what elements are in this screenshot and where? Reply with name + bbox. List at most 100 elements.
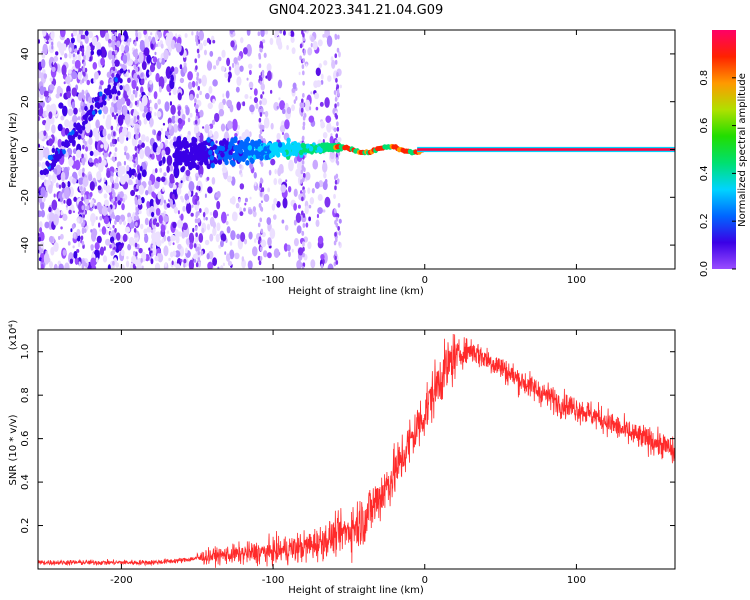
spectrogram-cell: [112, 157, 116, 163]
spectrogram-cell: [40, 263, 44, 269]
spectrogram-cell: [110, 125, 114, 131]
spectrogram-cell: [139, 97, 142, 102]
spectrogram-cell: [114, 31, 118, 37]
carrier-line: [417, 148, 675, 151]
spectrogram-cell: [324, 178, 328, 184]
spectrogram-cell: [113, 131, 116, 137]
spectrogram-cell: [60, 115, 65, 121]
spectrogram-cell: [58, 263, 64, 269]
spectrogram-cell: [51, 124, 56, 134]
spectrogram-cell: [97, 185, 102, 191]
spectrogram-cell: [96, 41, 102, 52]
spectrogram-cell: [215, 140, 218, 144]
spectrogram-cell: [334, 33, 338, 39]
spectrogram-cell: [41, 196, 45, 203]
spectrogram-cell: [238, 136, 242, 141]
spectrogram-cell: [197, 210, 200, 216]
spectrogram-cell: [111, 54, 115, 60]
spectrogram-cell: [284, 119, 290, 130]
spectrogram-cell: [148, 87, 151, 92]
spectrogram-cell: [80, 101, 84, 107]
spectrogram-cell: [89, 191, 93, 198]
spectrogram-cell: [123, 160, 126, 166]
spectrogram-cell: [114, 242, 121, 253]
spectrogram-cell: [222, 262, 226, 267]
spectrogram-cell: [208, 39, 212, 45]
spectrogram-cell: [135, 52, 139, 57]
spectrogram-cell: [279, 30, 283, 34]
spectrogram-cell: [165, 34, 172, 47]
spectrogram-cell: [204, 239, 210, 246]
spectrogram-cell: [80, 41, 83, 47]
spectrogram-cell: [195, 262, 199, 268]
spectrogram-cell: [137, 145, 140, 149]
spectrogram-cell: [48, 111, 53, 119]
spectrogram-cell: [130, 189, 136, 197]
spectrogram-cell: [326, 35, 333, 47]
spectrogram-cell: [159, 167, 163, 173]
spectrogram-cell: [207, 102, 213, 110]
spectrogram-cell: [338, 218, 342, 224]
spectrogram-cell: [161, 57, 166, 65]
spectrogram-cell: [300, 107, 304, 113]
spectrogram-cell: [42, 69, 46, 74]
spectrogram-cell: [95, 216, 98, 221]
spectrogram-cell: [146, 201, 150, 209]
spectrogram-cell: [150, 258, 154, 265]
spectrogram-cell: [141, 265, 144, 269]
spectrogram-cell: [44, 121, 50, 132]
spectrogram-cell: [136, 128, 140, 134]
spectrogram-cell: [48, 138, 54, 147]
spectrogram-cell: [111, 183, 115, 189]
spectrogram-cell: [308, 145, 314, 152]
spectrogram-cell: [176, 135, 182, 142]
spectrogram-cell: [51, 199, 58, 211]
spectrogram-cell: [320, 120, 325, 129]
spectrogram-cell: [217, 266, 220, 269]
spectrogram-cell: [260, 94, 263, 99]
spectrogram-cell: [172, 221, 177, 229]
spectrogram-cell: [263, 250, 268, 258]
spectrogram-cell: [286, 45, 289, 50]
spectrogram-cell: [68, 41, 75, 55]
spectrogram-cell: [87, 144, 93, 152]
spectrogram-cell: [166, 230, 170, 234]
spectrogram-cell: [86, 79, 91, 86]
spectrogram-cell: [143, 228, 148, 235]
spectrogram-cell: [236, 76, 242, 87]
spectrogram-cell: [193, 151, 199, 158]
spectrogram-cell: [119, 78, 123, 84]
spectrogram-cell: [266, 217, 272, 226]
spectrogram-cell: [140, 258, 143, 263]
spectrogram-cell: [273, 178, 278, 186]
spectrogram-cell: [112, 260, 115, 266]
spectrogram-cell: [269, 89, 273, 94]
spectrogram-cell: [134, 242, 138, 248]
spectrogram-cell: [83, 187, 86, 193]
spectrogram-cell: [93, 96, 98, 103]
spectrogram-cell: [209, 216, 215, 227]
spectrogram-cell: [262, 111, 266, 115]
spectrogram-cell: [163, 215, 169, 223]
spectrogram-cell: [125, 260, 130, 268]
spectrogram-cell: [123, 145, 128, 152]
spectrogram-cell: [122, 105, 128, 116]
spectrogram-cell: [69, 47, 72, 53]
spectrogram-cell: [154, 167, 158, 174]
spectrogram-cell: [247, 260, 253, 269]
spectrogram-cell: [257, 138, 262, 145]
spectrogram-cell: [73, 251, 78, 259]
spectrogram-cell: [126, 98, 131, 107]
spectrogram-cell: [103, 140, 109, 151]
spectrogram-cell: [135, 67, 139, 72]
spectrogram-cell: [222, 93, 225, 98]
spectrogram-cell: [85, 204, 90, 211]
spectrogram-cell: [171, 115, 176, 124]
spectrogram-cell: [194, 119, 198, 125]
spectrogram-cell: [168, 257, 171, 261]
spectrogram-cell: [189, 93, 194, 101]
spectrogram-cell: [322, 131, 328, 139]
spectrogram-cell: [238, 198, 241, 203]
spectrogram-cell: [60, 171, 66, 182]
spectrogram-cell: [130, 93, 135, 101]
